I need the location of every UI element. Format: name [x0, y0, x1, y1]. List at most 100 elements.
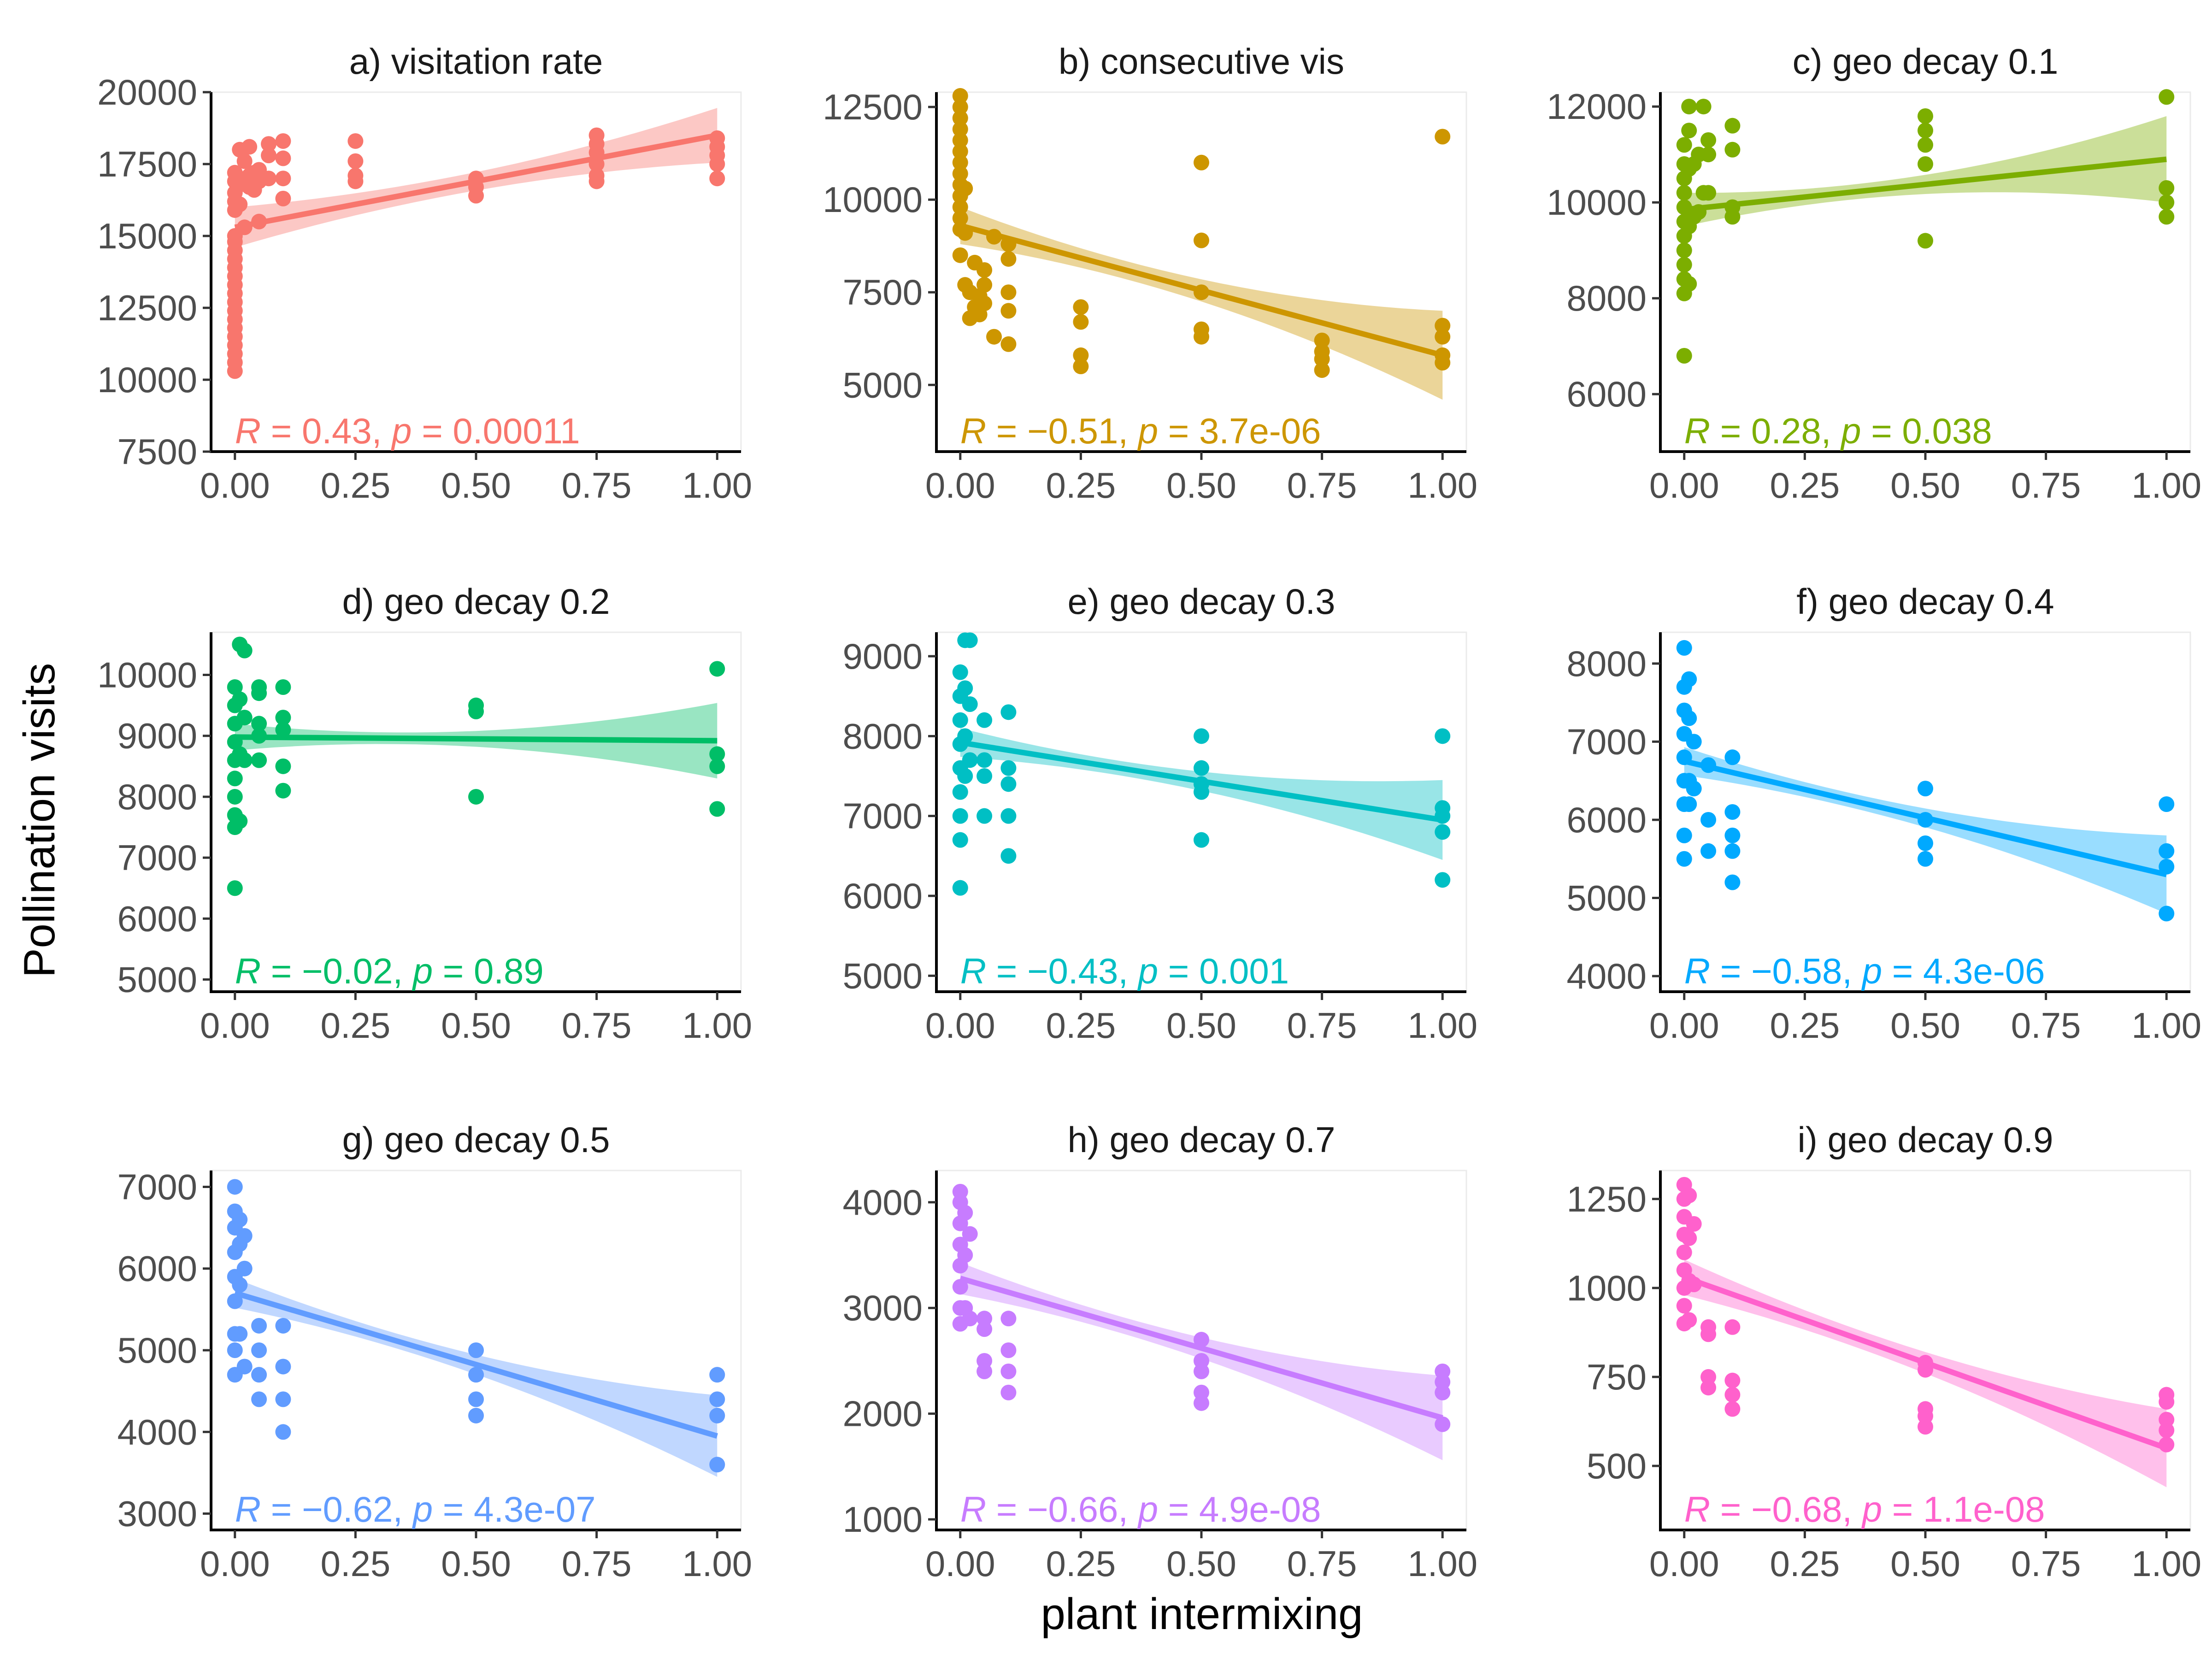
y-tick-label: 6000 [117, 898, 197, 939]
data-point [275, 1391, 291, 1407]
data-point [1724, 827, 1741, 843]
data-point [1918, 156, 1933, 172]
data-point [227, 1342, 243, 1358]
x-tick-label: 0.50 [1166, 1005, 1236, 1046]
data-point [1676, 851, 1692, 867]
data-point [1314, 332, 1330, 348]
y-tick-label: 7000 [117, 1166, 197, 1207]
y-tick-label: 500 [1587, 1446, 1647, 1486]
data-point [227, 679, 243, 695]
y-tick-label: 10000 [97, 359, 197, 400]
data-point [275, 758, 291, 774]
data-point [232, 813, 248, 829]
y-tick-label: 8000 [1566, 278, 1647, 318]
data-point [1724, 1372, 1741, 1388]
panel-2: b) consecutive vis 5000 7500 10000 12500 0.00… [823, 41, 1477, 506]
y-tick-label: 10000 [97, 655, 197, 695]
panel-title: e) geo decay 0.3 [1067, 581, 1335, 622]
x-tick-label: 0.50 [441, 1543, 511, 1584]
y-tick-label: 12500 [97, 288, 197, 328]
regression-line [235, 734, 718, 744]
data-point [952, 784, 968, 800]
data-point [952, 88, 968, 104]
data-point [1918, 137, 1933, 153]
x-tick-label: 0.25 [320, 1543, 390, 1584]
data-point [1000, 284, 1017, 300]
x-tick-label: 0.25 [1770, 1543, 1840, 1584]
data-point [1676, 185, 1692, 201]
panel-title: h) geo decay 0.7 [1067, 1119, 1335, 1160]
data-point [1700, 132, 1717, 148]
data-point [236, 1260, 253, 1277]
data-point [1724, 843, 1741, 859]
y-tick-label: 8000 [1566, 643, 1647, 684]
x-tick-label: 0.00 [925, 1005, 995, 1046]
y-tick-label: 1250 [1566, 1179, 1647, 1219]
y-tick-label: 6000 [117, 1248, 197, 1289]
data-point [1700, 843, 1717, 859]
data-point [1676, 1244, 1692, 1260]
data-point [952, 110, 968, 126]
data-point [952, 121, 968, 137]
data-point [227, 771, 243, 787]
y-tick-label: 5000 [117, 959, 197, 1000]
y-tick-label: 6000 [1566, 800, 1647, 840]
data-point [1000, 776, 1017, 792]
y-tick-label: 3000 [842, 1288, 923, 1328]
data-point [1700, 147, 1717, 163]
data-point [275, 171, 291, 187]
data-point [1194, 784, 1209, 800]
data-point [261, 171, 277, 187]
x-tick-label: 0.50 [1166, 465, 1236, 506]
data-point [1000, 1363, 1017, 1379]
data-point [1435, 329, 1451, 345]
data-point [952, 199, 968, 215]
data-point [1686, 734, 1702, 750]
data-point [241, 139, 258, 155]
data-point [1314, 351, 1330, 367]
data-point [709, 801, 725, 817]
y-tick-label: 12000 [1547, 86, 1647, 127]
data-point [275, 679, 291, 695]
data-point [1686, 781, 1702, 797]
data-point [468, 1342, 484, 1358]
data-point [952, 664, 968, 680]
data-point [977, 752, 993, 768]
y-tick-label: 1000 [1566, 1268, 1647, 1308]
panel-1: a) visitation rate 7500 10000 12500 15000 175… [97, 41, 752, 506]
data-point [952, 99, 968, 115]
regression-line [1684, 156, 2167, 212]
data-point [1676, 348, 1692, 364]
panel-9: i) geo decay 0.9 500 750 1000 1250 0.00 0.25 0.… [1566, 1119, 2201, 1584]
data-point [275, 1359, 291, 1375]
correlation-annotation: R = −0.43, p = 0.001 [960, 951, 1289, 991]
data-point [251, 1367, 267, 1383]
data-point [952, 880, 968, 896]
x-tick-label: 0.25 [1046, 1005, 1116, 1046]
data-point [232, 1326, 248, 1342]
x-axis-label: plant intermixing [1041, 1589, 1363, 1639]
data-point [977, 295, 993, 312]
x-tick-label: 1.00 [682, 1543, 752, 1584]
data-point [2159, 209, 2175, 225]
x-tick-label: 0.75 [562, 1005, 632, 1046]
data-point [952, 210, 968, 226]
y-tick-label: 4000 [842, 1182, 923, 1223]
y-tick-label: 7500 [117, 431, 197, 472]
correlation-annotation: R = 0.43, p = 0.00011 [235, 411, 580, 451]
panel-title: a) visitation rate [349, 41, 603, 82]
correlation-annotation: R = −0.66, p = 4.9e-08 [960, 1489, 1321, 1530]
data-point [957, 181, 973, 197]
data-point [1676, 640, 1692, 656]
data-point [1435, 1416, 1451, 1432]
data-point [1918, 233, 1933, 249]
data-point [275, 782, 291, 799]
data-point [1073, 359, 1089, 375]
data-point [1918, 835, 1933, 851]
x-tick-label: 0.75 [562, 465, 632, 506]
y-axis-label: Pollination visits [15, 663, 64, 978]
y-tick-label: 6000 [842, 876, 923, 916]
data-point [1194, 1332, 1209, 1348]
y-tick-label: 3000 [117, 1494, 197, 1534]
